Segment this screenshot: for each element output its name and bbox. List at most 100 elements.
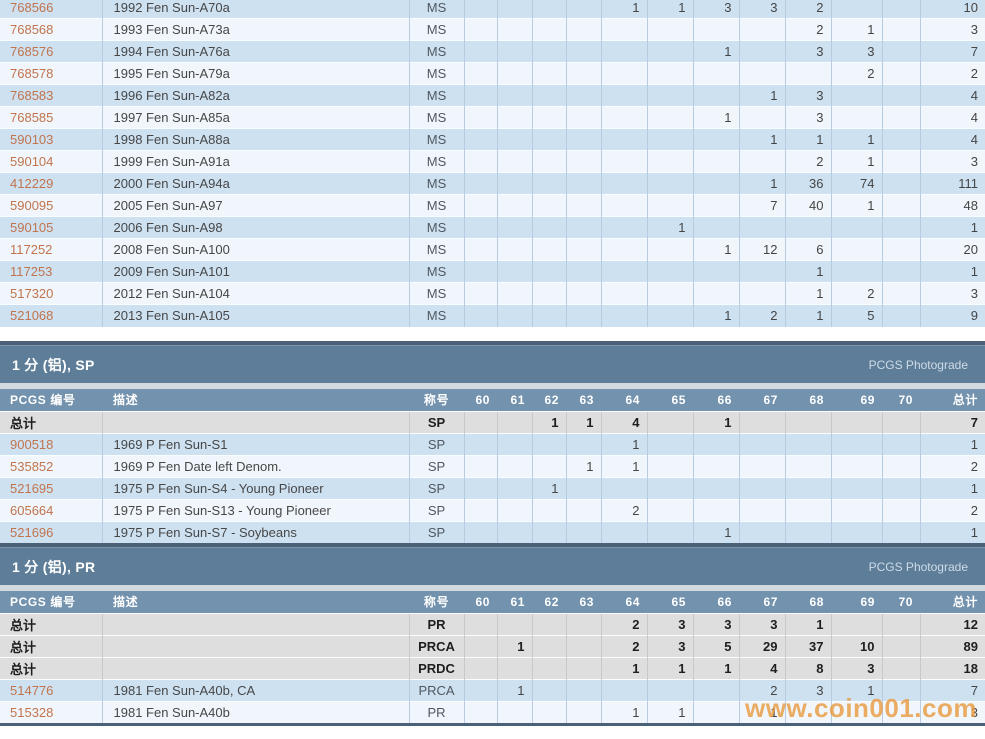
- pcgs-number-link[interactable]: 535852: [10, 458, 54, 474]
- pcgs-number-cell: 590105: [0, 216, 102, 239]
- grade-60-cell: [463, 194, 497, 217]
- pcgs-number-link[interactable]: 900518: [10, 436, 54, 452]
- grade-60-cell: [463, 128, 497, 151]
- designation-cell: SP: [408, 498, 464, 521]
- grade-65-cell: 1: [646, 0, 693, 19]
- grade-68-cell: 1: [784, 304, 831, 327]
- grade-68-cell: [784, 454, 831, 477]
- pcgs-number-link[interactable]: 515328: [10, 704, 54, 720]
- pcgs-number-link[interactable]: 590105: [10, 220, 54, 235]
- designation-cell: MS: [408, 128, 464, 151]
- grade-64-cell: 1: [600, 0, 647, 19]
- pcgs-number-link[interactable]: 768568: [10, 22, 54, 37]
- pcgs-number-link[interactable]: 514776: [10, 682, 54, 698]
- grade-65-cell: [646, 106, 693, 129]
- grade-63-cell: [565, 612, 601, 635]
- grade-68-cell: [784, 432, 831, 455]
- pcgs-number-link[interactable]: 521696: [10, 524, 54, 540]
- grade-64-cell: [600, 84, 647, 107]
- grade-68-cell: [784, 410, 831, 433]
- grade-67-cell: [738, 410, 785, 433]
- grade-64-cell: 2: [600, 498, 647, 521]
- grade-61-cell: [496, 40, 532, 63]
- grade-64-cell: [600, 172, 647, 195]
- total-cell: 10: [919, 0, 985, 19]
- column-header-grade-64: 64: [601, 591, 647, 613]
- grade-68-cell: 2: [784, 18, 831, 41]
- column-header-grade-70: 70: [882, 389, 920, 411]
- grade-70-cell: [881, 520, 920, 543]
- grade-67-cell: [738, 454, 785, 477]
- pcgs-number-link[interactable]: 590104: [10, 154, 54, 169]
- pcgs-number-link[interactable]: 605664: [10, 502, 54, 518]
- grade-64-cell: [600, 128, 647, 151]
- grade-65-cell: 1: [646, 656, 693, 679]
- grade-70-cell: [881, 18, 920, 41]
- grade-63-cell: [565, 498, 601, 521]
- pcgs-number-cell: 117253: [0, 260, 102, 283]
- designation-cell: MS: [408, 194, 464, 217]
- grade-70-cell: [881, 260, 920, 283]
- grade-68-cell: 1: [784, 282, 831, 305]
- pcgs-number-link[interactable]: 412229: [10, 176, 54, 191]
- table-row: 590105 2006 Fen Sun-A98 MS 1 1: [0, 216, 985, 239]
- grade-68-cell: 1: [784, 128, 831, 151]
- pcgs-number-link[interactable]: 117252: [10, 242, 53, 257]
- grade-69-cell: 3: [830, 656, 882, 679]
- table-row: 515328 1981 Fen Sun-A40b PR 1 1 1 3: [0, 700, 985, 723]
- grade-64-cell: [600, 150, 647, 173]
- total-row: 总计 PRCA 1 2 3 5 29 37 10 89: [0, 634, 985, 657]
- grade-66-cell: 1: [692, 410, 739, 433]
- column-header-grade-61: 61: [497, 591, 532, 613]
- column-header-grade-69: 69: [831, 389, 882, 411]
- pcgs-number-link[interactable]: 768576: [10, 44, 54, 59]
- grade-68-cell: [784, 62, 831, 85]
- pcgs-number-link[interactable]: 117253: [10, 264, 53, 279]
- pcgs-number-link[interactable]: 521068: [10, 308, 54, 324]
- grade-66-cell: [692, 62, 739, 85]
- column-header-grade-70: 70: [882, 591, 920, 613]
- table-row: 900518 1969 P Fen Sun-S1 SP 1 1: [0, 432, 985, 455]
- description-cell: [101, 612, 409, 635]
- grade-62-cell: 1: [531, 410, 566, 433]
- grade-65-cell: [646, 678, 693, 701]
- grade-69-cell: [830, 498, 882, 521]
- pcgs-number-cell: 521068: [0, 304, 102, 327]
- grade-69-cell: 1: [830, 128, 882, 151]
- grade-70-cell: [881, 238, 920, 261]
- column-header-grade-65: 65: [647, 389, 693, 411]
- table-header-row: PCGS 编号 描述 称号 60 61 62 63 64 65 66 67 68 69 70 总计: [0, 389, 985, 411]
- pcgs-number-cell: 514776: [0, 678, 102, 701]
- total-cell: 2: [919, 62, 985, 85]
- column-header-grade-64: 64: [601, 389, 647, 411]
- grade-61-cell: [496, 432, 532, 455]
- grade-65-cell: [646, 304, 693, 327]
- grade-63-cell: [565, 106, 601, 129]
- grade-63-cell: [565, 150, 601, 173]
- grade-61-cell: [496, 454, 532, 477]
- grade-60-cell: [463, 172, 497, 195]
- grade-65-cell: 3: [646, 634, 693, 657]
- grade-70-cell: [881, 700, 920, 723]
- grade-69-cell: 1: [830, 150, 882, 173]
- pcgs-number-link[interactable]: 590095: [10, 198, 54, 213]
- grade-70-cell: [881, 656, 920, 679]
- pcgs-number-link[interactable]: 768583: [10, 88, 54, 103]
- pcgs-number-link[interactable]: 590103: [10, 132, 54, 147]
- pcgs-number-cell: 总计: [0, 410, 102, 433]
- grade-68-cell: 3: [784, 84, 831, 107]
- table-row: 768576 1994 Fen Sun-A76a MS 1 3 3 7: [0, 40, 985, 63]
- pcgs-number-link[interactable]: 768585: [10, 110, 54, 125]
- total-cell: 20: [919, 238, 985, 261]
- grade-60-cell: [463, 84, 497, 107]
- photograde-link[interactable]: PCGS Photograde: [868, 559, 968, 574]
- pcgs-number-link[interactable]: 768578: [10, 66, 54, 81]
- column-header-grade-63: 63: [566, 591, 601, 613]
- grade-62-cell: [531, 62, 566, 85]
- pcgs-number-link[interactable]: 521695: [10, 480, 54, 496]
- grade-61-cell: [496, 172, 532, 195]
- pcgs-number-link[interactable]: 768566: [10, 0, 54, 15]
- grade-60-cell: [463, 520, 497, 543]
- photograde-link[interactable]: PCGS Photograde: [868, 357, 968, 372]
- pcgs-number-link[interactable]: 517320: [10, 286, 54, 301]
